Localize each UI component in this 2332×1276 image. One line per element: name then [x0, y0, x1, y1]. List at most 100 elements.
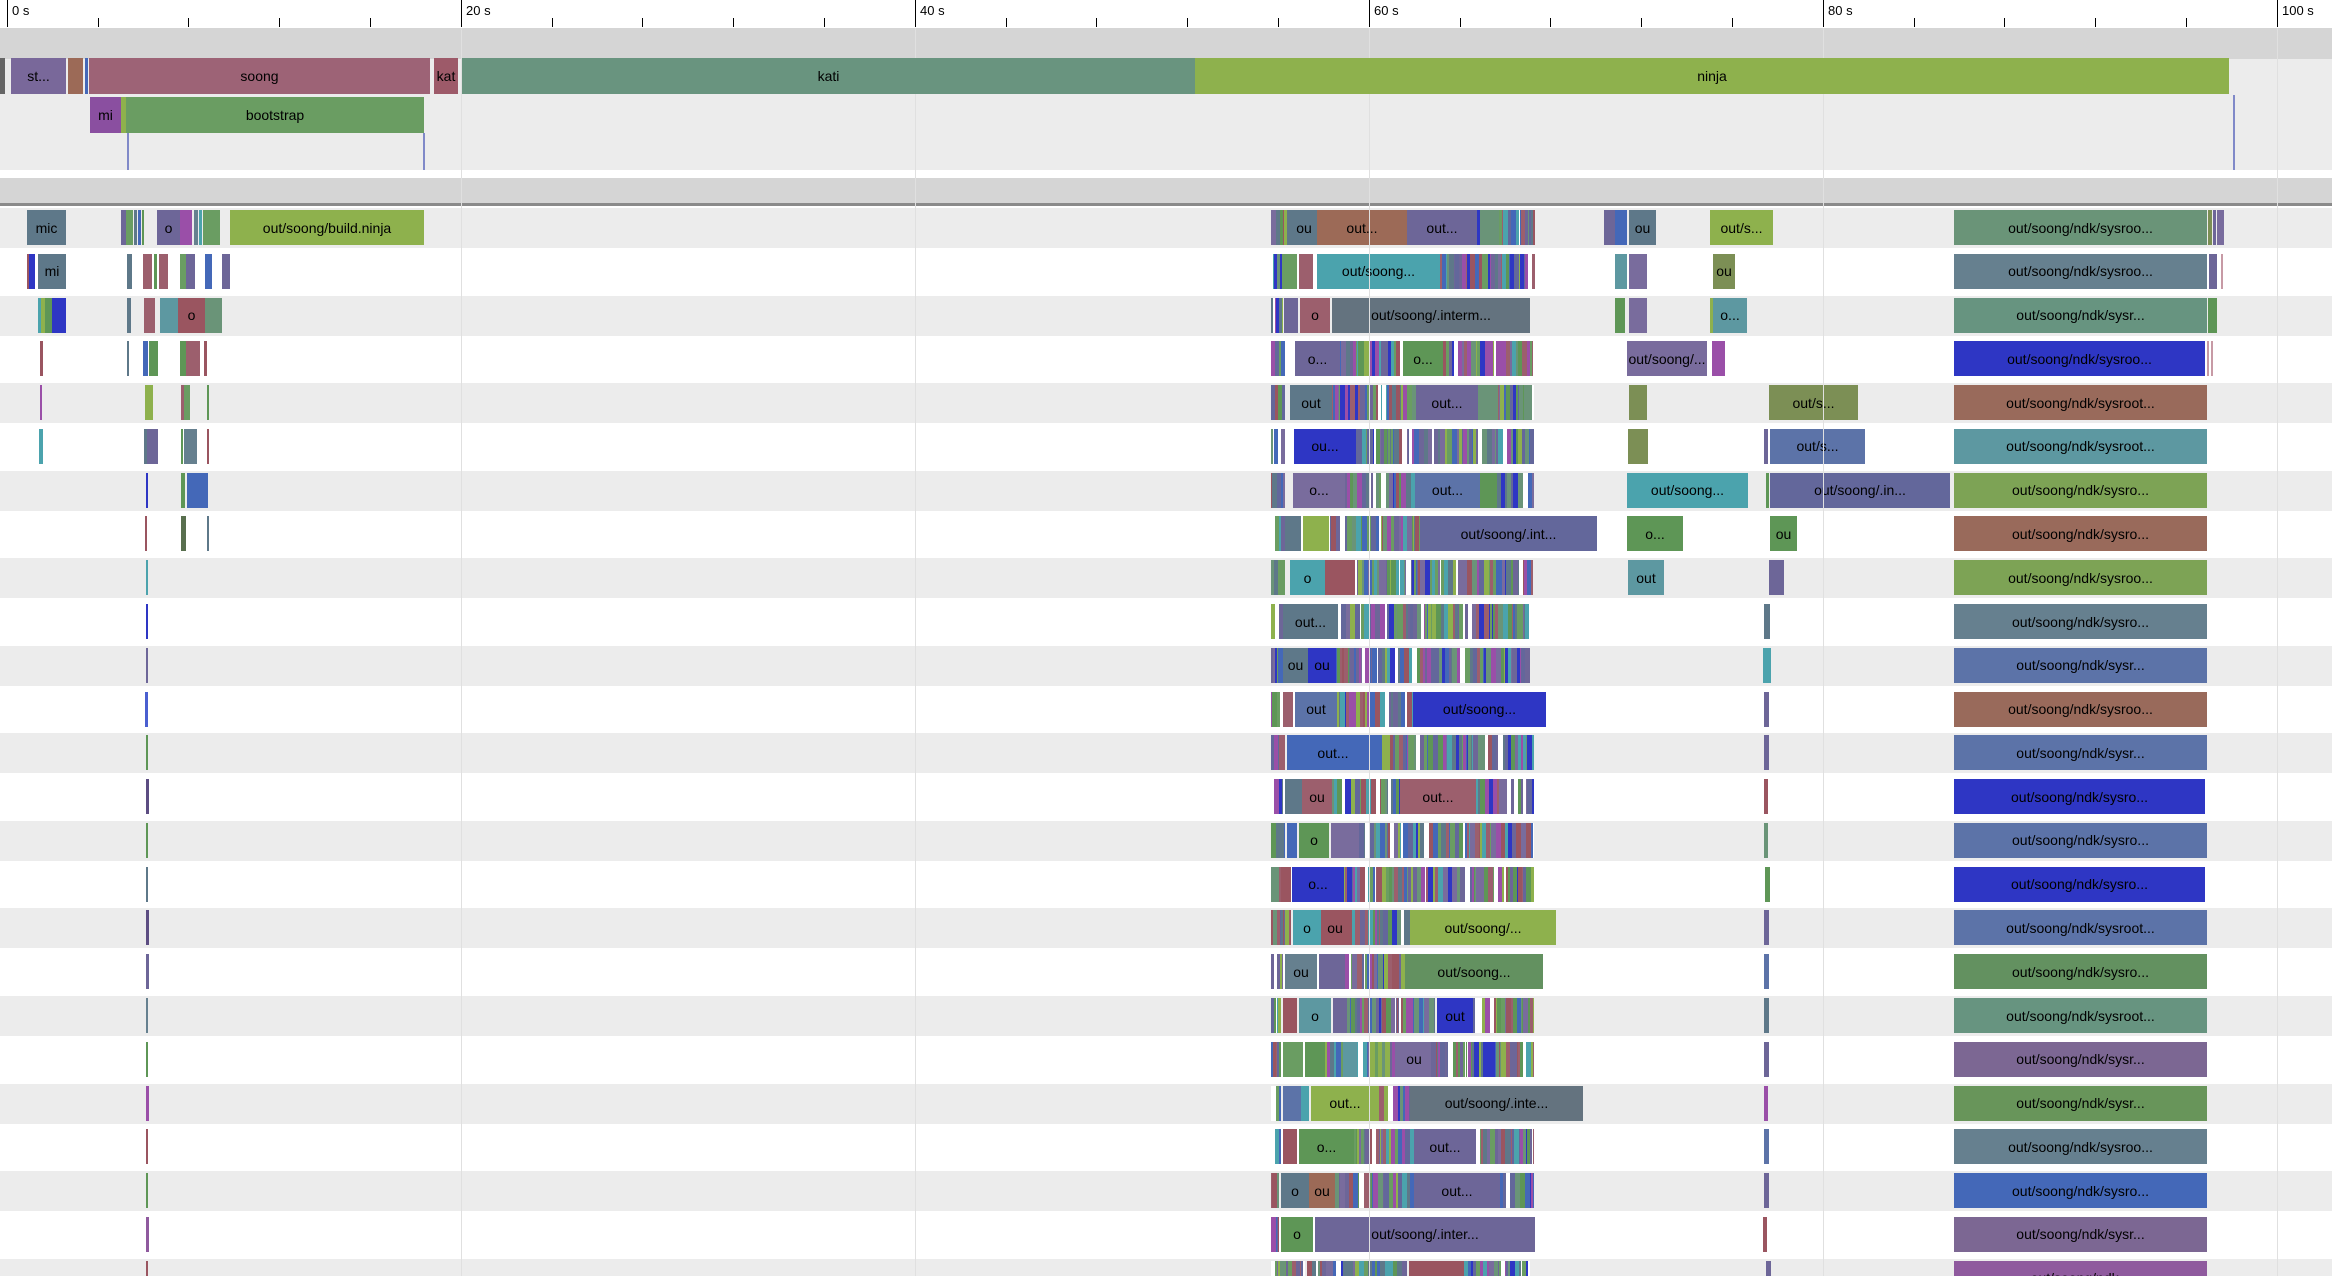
trace-slice-out-soong[interactable]: out/soong/... — [1410, 910, 1556, 946]
dense-slice-cluster[interactable] — [1495, 1041, 1534, 1077]
dense-slice-cluster[interactable] — [1323, 1041, 1343, 1077]
trace-slice-out-soong-ndk-sysro[interactable]: out/soong/ndk/sysro... — [1954, 779, 2205, 815]
trace-slice[interactable] — [0, 58, 5, 94]
trace-slice[interactable] — [146, 822, 148, 858]
trace-slice[interactable] — [1285, 516, 1301, 552]
dense-slice-cluster[interactable] — [1337, 691, 1413, 727]
trace-slice-out-soong-interm[interactable]: out/soong/.interm... — [1332, 297, 1530, 333]
dense-slice-cluster[interactable] — [1357, 1041, 1397, 1077]
trace-slice[interactable] — [2213, 210, 2216, 245]
trace-slice[interactable] — [1305, 1041, 1323, 1077]
trace-slice[interactable] — [1325, 560, 1355, 596]
trace-slice[interactable] — [40, 341, 43, 377]
trace-slice[interactable] — [1764, 735, 1769, 771]
dense-slice-cluster[interactable] — [1271, 297, 1283, 333]
trace-slice-kat[interactable]: kat — [434, 58, 458, 94]
trace-slice[interactable] — [180, 253, 186, 289]
dense-slice-cluster[interactable] — [1271, 472, 1285, 508]
dense-slice-cluster[interactable] — [1271, 691, 1283, 727]
trace-slice[interactable] — [1615, 210, 1627, 245]
trace-slice-out-soong-in[interactable]: out/soong/.in... — [1770, 472, 1950, 508]
trace-slice[interactable] — [180, 210, 192, 245]
trace-slice[interactable] — [2217, 210, 2224, 245]
dense-slice-cluster[interactable] — [1379, 1085, 1410, 1121]
dense-slice-cluster[interactable] — [1464, 1260, 1530, 1276]
trace-slice-bootstrap[interactable]: bootstrap — [126, 97, 424, 133]
trace-slice[interactable] — [1319, 954, 1345, 990]
trace-slice-out-soong-ndk-sysr[interactable]: out/soong/ndk/sysr... — [1954, 1085, 2207, 1121]
trace-slice[interactable] — [181, 385, 184, 421]
dense-slice-cluster[interactable] — [1354, 1129, 1414, 1165]
trace-slice[interactable] — [143, 341, 148, 377]
trace-slice[interactable] — [41, 297, 45, 333]
dense-slice-cluster[interactable] — [1271, 822, 1285, 858]
trace-slice[interactable] — [1769, 560, 1784, 596]
trace-slice[interactable] — [1764, 779, 1768, 815]
trace-slice[interactable] — [180, 341, 186, 377]
dense-slice-cluster[interactable] — [1443, 341, 1533, 377]
trace-slice-ou[interactable]: ou — [1321, 910, 1349, 946]
trace-slice[interactable] — [27, 253, 29, 289]
trace-slice-ou[interactable]: ou — [1283, 647, 1308, 683]
dense-slice-cluster[interactable] — [1476, 779, 1534, 815]
dense-slice-cluster[interactable] — [1271, 1216, 1279, 1252]
dense-slice-cluster[interactable] — [1271, 516, 1285, 552]
dense-slice-cluster[interactable] — [1345, 472, 1415, 508]
dense-slice-cluster[interactable] — [1307, 1260, 1407, 1276]
trace-slice[interactable] — [121, 210, 126, 245]
trace-slice-kati[interactable]: kati — [462, 58, 1195, 94]
trace-slice[interactable] — [1478, 385, 1498, 421]
dense-slice-cluster[interactable] — [1345, 954, 1405, 990]
trace-slice[interactable] — [1766, 472, 1769, 508]
trace-slice[interactable] — [38, 297, 41, 333]
trace-slice[interactable] — [1764, 1129, 1769, 1165]
trace-slice[interactable] — [1766, 1260, 1771, 1276]
trace-slice-out-soong-inter[interactable]: out/soong/.inter... — [1315, 1216, 1535, 1252]
trace-slice-out-soong-ndk-sysro[interactable]: out/soong/ndk/sysro... — [1954, 1173, 2207, 1209]
trace-slice[interactable] — [134, 210, 137, 245]
trace-slice[interactable] — [29, 253, 35, 289]
trace-slice-out-soong-ndk-sysr[interactable]: out/soong/ndk/sysr... — [1954, 647, 2207, 683]
trace-slice-out[interactable]: out... — [1414, 1129, 1476, 1165]
trace-slice-out-soong-ndk-sysro[interactable]: out/soong/ndk/sysro... — [1954, 604, 2207, 640]
trace-slice[interactable] — [1331, 822, 1359, 858]
trace-slice[interactable] — [149, 341, 158, 377]
trace-slice[interactable] — [127, 341, 129, 377]
trace-slice[interactable] — [1629, 297, 1647, 333]
trace-slice[interactable] — [159, 253, 168, 289]
trace-slice-out[interactable]: out... — [1414, 1173, 1500, 1209]
trace-slice-out-soong-ndk[interactable]: out/soong/ndk... — [1954, 1260, 2207, 1276]
dense-slice-cluster[interactable] — [1336, 647, 1530, 683]
trace-slice[interactable] — [1764, 691, 1769, 727]
trace-slice[interactable] — [1764, 1041, 1769, 1077]
trace-slice-out-soong[interactable]: out/soong/... — [1627, 341, 1707, 377]
dense-slice-cluster[interactable] — [1359, 822, 1534, 858]
trace-slice[interactable] — [186, 341, 200, 377]
trace-slice-out-s[interactable]: out/s... — [1710, 210, 1773, 245]
trace-slice[interactable] — [1764, 910, 1769, 946]
trace-slice-out-s[interactable]: out/s... — [1769, 385, 1858, 421]
trace-slice-ou[interactable]: ou — [1629, 210, 1656, 245]
trace-slice[interactable] — [1281, 866, 1291, 902]
dense-slice-cluster[interactable] — [1335, 1173, 1414, 1209]
trace-slice[interactable] — [184, 428, 197, 464]
trace-slice[interactable] — [204, 341, 207, 377]
trace-slice-out[interactable]: out — [1295, 691, 1337, 727]
trace-slice-o[interactable]: o — [1293, 910, 1321, 946]
dense-slice-cluster[interactable] — [1271, 341, 1285, 377]
dense-slice-cluster[interactable] — [1271, 560, 1285, 596]
trace-slice[interactable] — [203, 210, 220, 245]
trace-slice-out-soong-ndk-sysro[interactable]: out/soong/ndk/sysro... — [1954, 516, 2207, 552]
trace-slice-out-soong[interactable]: out/soong... — [1413, 691, 1546, 727]
trace-slice[interactable] — [1628, 428, 1648, 464]
trace-slice-ou[interactable]: ou — [1770, 516, 1797, 552]
trace-slice[interactable] — [45, 297, 52, 333]
dense-slice-cluster[interactable] — [1271, 1173, 1279, 1209]
trace-slice[interactable] — [154, 253, 157, 289]
trace-slice-ou[interactable]: ou... — [1294, 428, 1356, 464]
trace-slice[interactable] — [1615, 253, 1627, 289]
trace-slice[interactable] — [1764, 954, 1769, 990]
trace-slice[interactable] — [1629, 385, 1647, 421]
trace-slice[interactable] — [1764, 998, 1769, 1034]
